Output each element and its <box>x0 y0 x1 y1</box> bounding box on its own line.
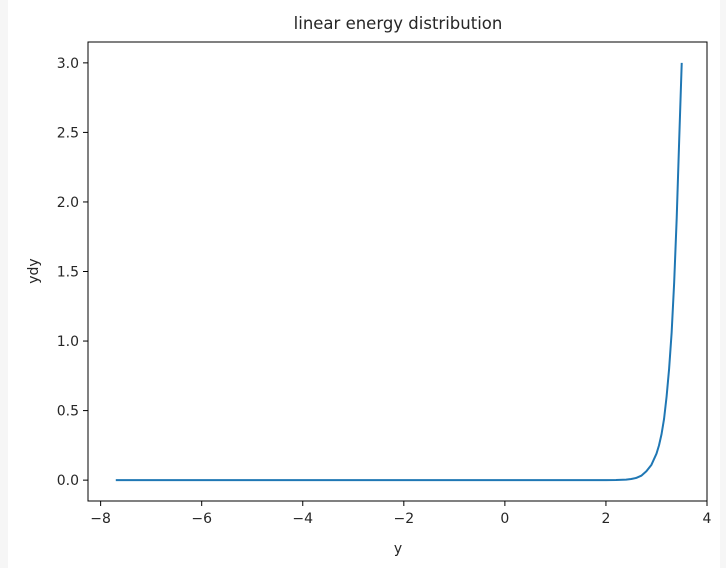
y-tick-label: 0.5 <box>57 404 79 420</box>
plot-area-frame <box>87 41 708 502</box>
x-tick-label: 4 <box>703 511 712 527</box>
y-tick-label: 0.0 <box>57 473 79 489</box>
x-tick-label: −8 <box>90 511 111 527</box>
y-tick-label: 2.5 <box>57 125 79 141</box>
x-tick-label: 0 <box>500 511 509 527</box>
figure: linear energy distribution 0.0 0.5 1.0 1.5 2… <box>8 0 720 568</box>
series-line <box>115 62 683 482</box>
chart-title: linear energy distribution <box>294 14 503 33</box>
y-tick-label: 1.5 <box>57 265 79 281</box>
x-axis-label: y <box>394 541 402 557</box>
series-layer <box>115 62 683 482</box>
y-tick-label: 2.0 <box>57 195 79 211</box>
y-axis-ticks: 0.0 0.5 1.0 1.5 2.0 2.5 3.0 <box>57 56 88 489</box>
x-tick-label: −2 <box>393 511 414 527</box>
x-tick-label: −6 <box>191 511 212 527</box>
line-chart: linear energy distribution 0.0 0.5 1.0 1.5 2… <box>26 14 712 557</box>
y-tick-label: 1.0 <box>57 334 79 350</box>
y-axis-label: ydy <box>26 258 42 283</box>
y-tick-label: 3.0 <box>57 56 79 72</box>
x-tick-label: 2 <box>601 511 610 527</box>
x-axis-ticks: −8 −6 −4 −2 0 2 4 <box>90 501 712 527</box>
x-tick-label: −4 <box>292 511 313 527</box>
